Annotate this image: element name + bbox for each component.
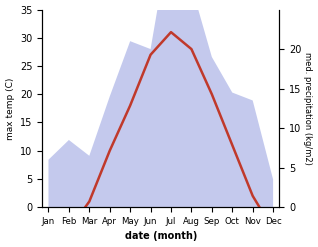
Y-axis label: max temp (C): max temp (C) xyxy=(5,77,15,140)
X-axis label: date (month): date (month) xyxy=(125,231,197,242)
Y-axis label: med. precipitation (kg/m2): med. precipitation (kg/m2) xyxy=(303,52,313,165)
